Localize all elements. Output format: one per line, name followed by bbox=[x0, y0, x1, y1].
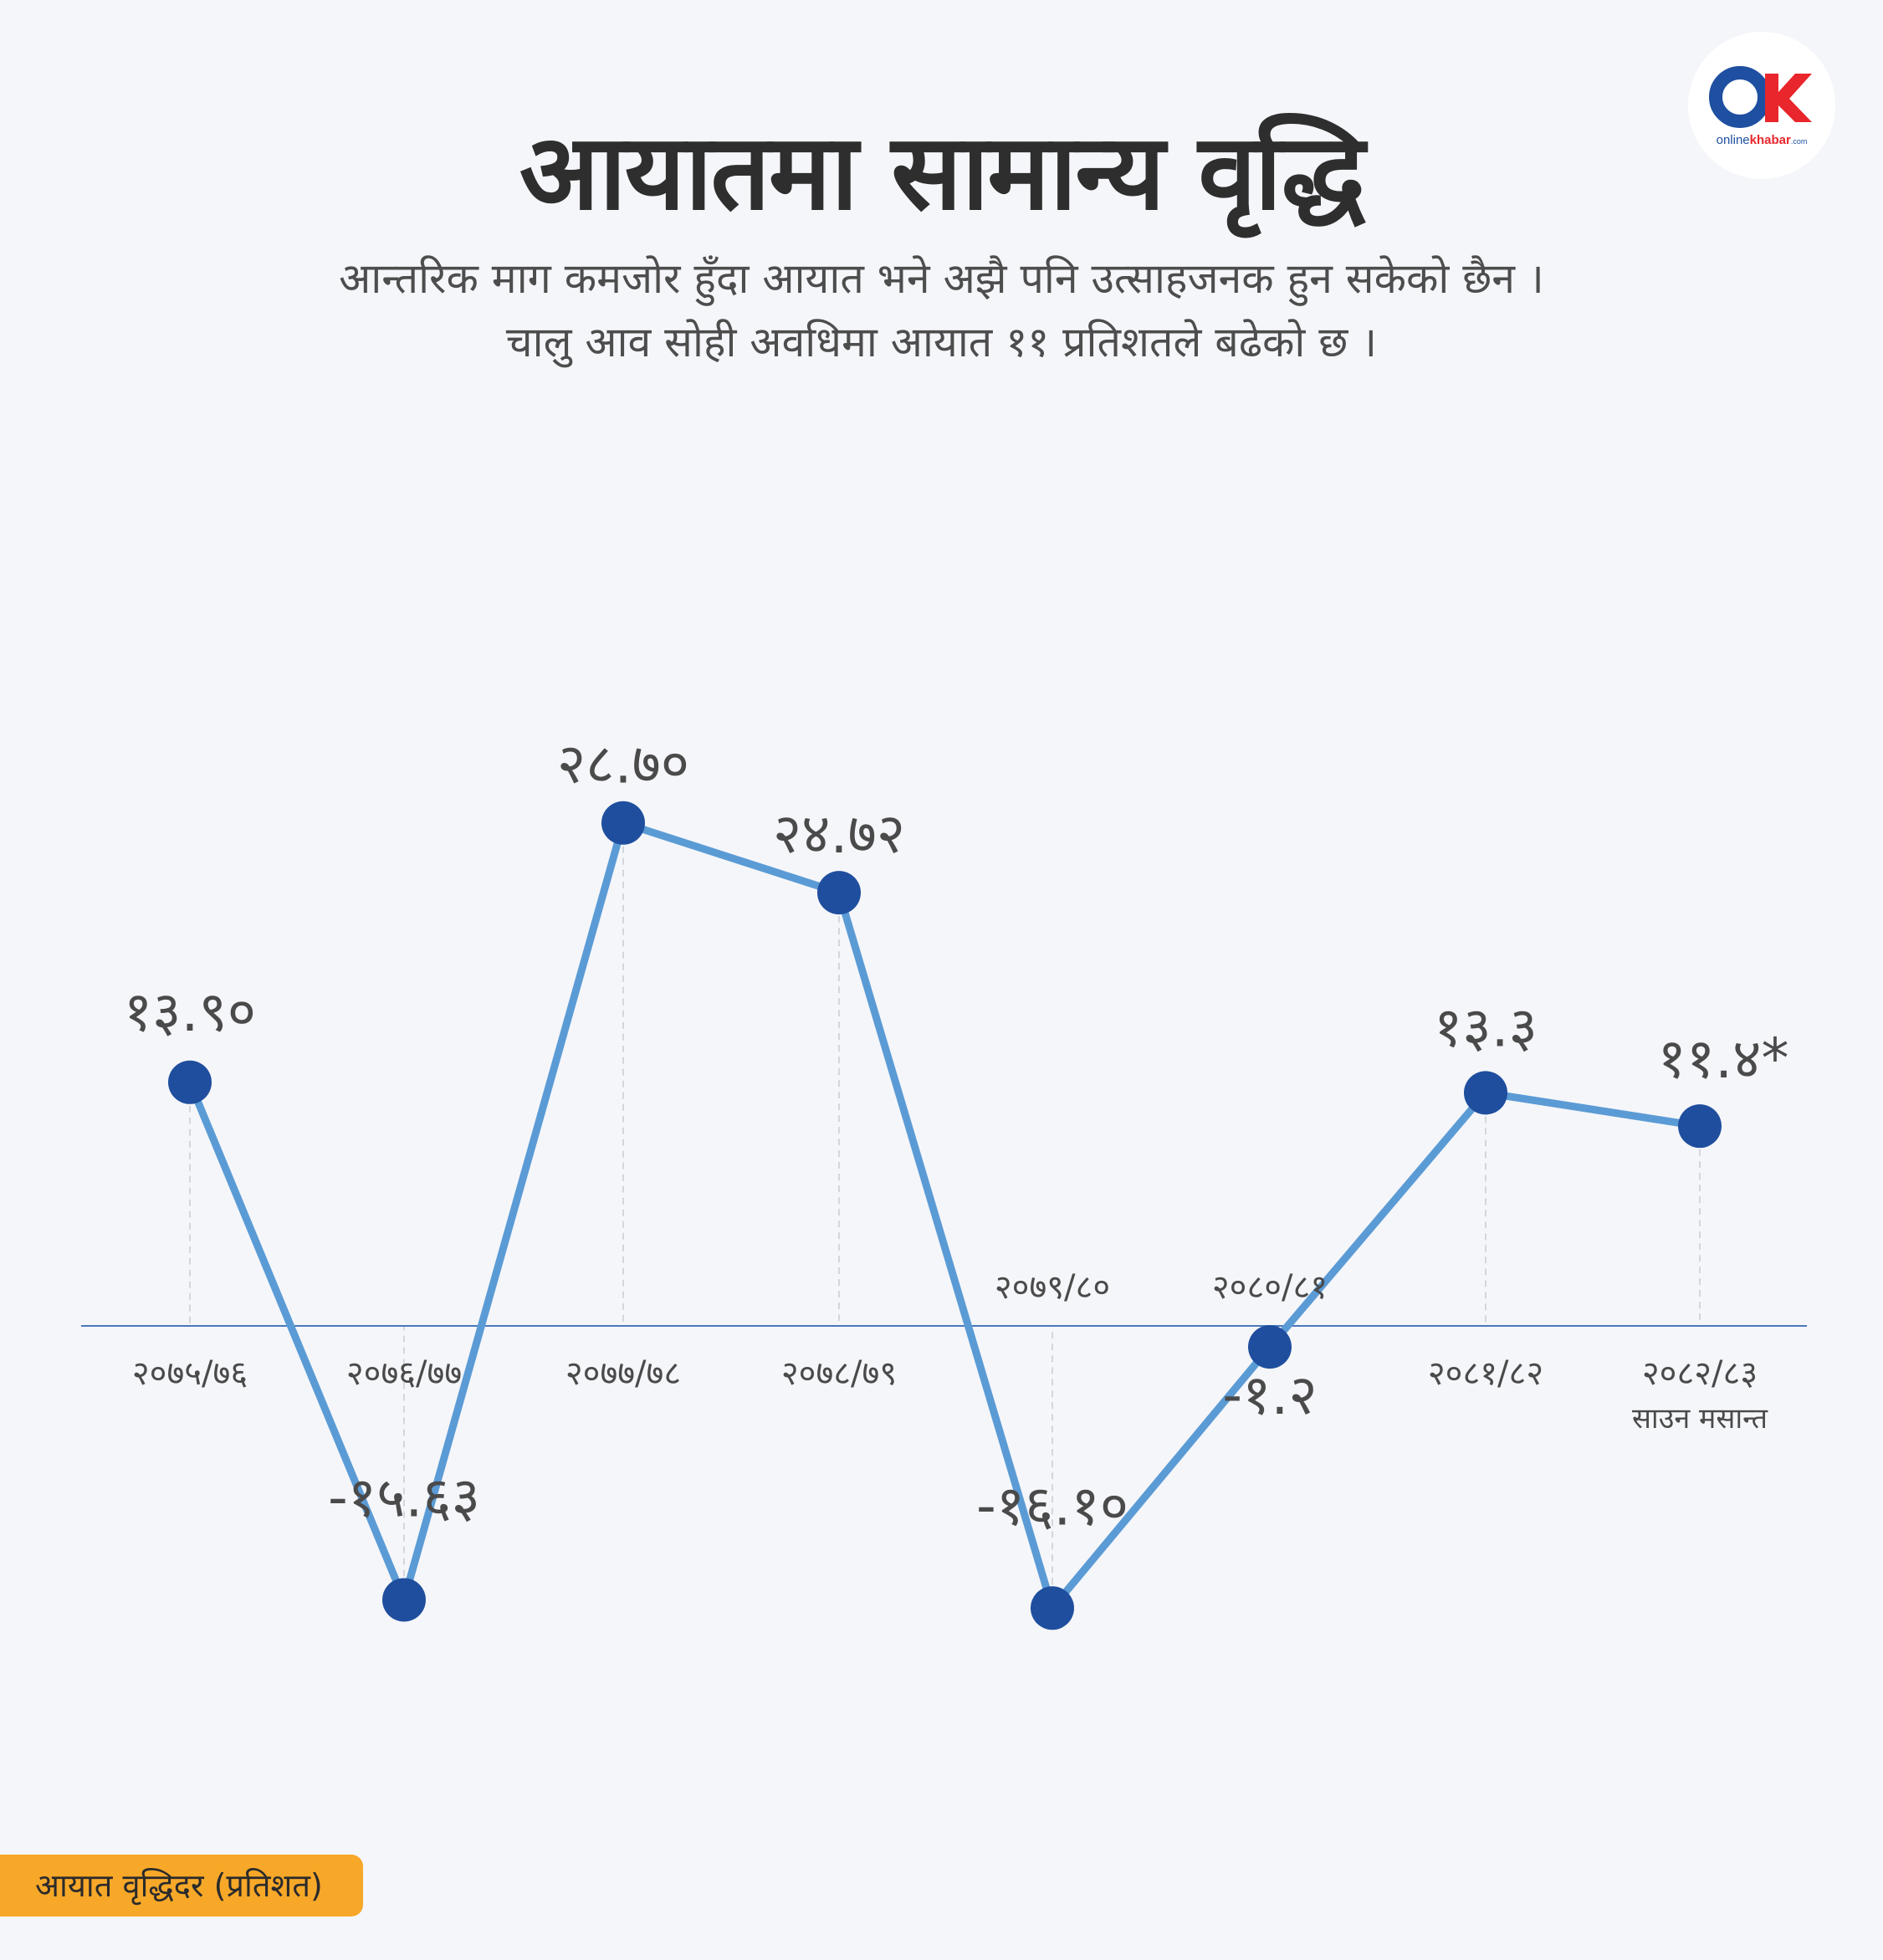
data-point bbox=[168, 1060, 212, 1104]
subtitle-line-1: आन्तरिक माग कमजोर हुँदा आयात भने अझै पनि… bbox=[339, 254, 1544, 303]
value-label: २४.७२ bbox=[773, 801, 905, 866]
value-labels: १३.९० -१५.६३ २८.७० २४.७२ -१६.१० -१.२ १३.३ ११.४* bbox=[124, 732, 1789, 1538]
legend-badge: आयात वृद्धिदर (प्रतिशत) bbox=[0, 1855, 363, 1917]
value-label: ११.४* bbox=[1658, 1026, 1789, 1091]
value-label: २८.७० bbox=[557, 732, 689, 796]
category-label: २०७७/७८ bbox=[565, 1354, 681, 1393]
value-label: १३.९० bbox=[124, 980, 256, 1044]
logo-text-prefix: online bbox=[1717, 133, 1750, 147]
value-label: -१५.६३ bbox=[328, 1465, 480, 1529]
subtitle-line-2: चालु आव सोही अवधिमा आयात ११ प्रतिशतले बढ… bbox=[505, 318, 1378, 366]
legend-label: आयात वृद्धिदर (प्रतिशत) bbox=[35, 1867, 323, 1904]
data-point bbox=[817, 871, 861, 915]
data-point bbox=[1464, 1071, 1507, 1115]
category-label: २०७८/७९ bbox=[781, 1354, 897, 1393]
svg-text:onlinekhabar.com: onlinekhabar.com bbox=[1717, 133, 1808, 147]
category-label: २०८१/८२ bbox=[1428, 1354, 1543, 1393]
chart-title: आयातमा सामान्य वृद्धि bbox=[519, 112, 1365, 233]
category-note: साउन मसान्त bbox=[1632, 1402, 1768, 1435]
category-labels: २०७५/७६ २०७६/७७ २०७७/७८ २०७८/७९ २०७९/८० २०८०/… bbox=[132, 1268, 1768, 1435]
data-point bbox=[1678, 1104, 1722, 1149]
category-label: २०८२/८३ bbox=[1642, 1354, 1758, 1393]
data-markers bbox=[168, 801, 1722, 1630]
value-label: -१६.१० bbox=[976, 1473, 1128, 1538]
category-label: २०८०/८१ bbox=[1212, 1268, 1328, 1307]
category-label: २०७९/८० bbox=[995, 1268, 1110, 1307]
chart-subtitle: आन्तरिक माग कमजोर हुँदा आयात भने अझै पनि… bbox=[0, 247, 1883, 374]
data-point bbox=[1031, 1586, 1074, 1630]
category-label: २०७५/७६ bbox=[132, 1354, 248, 1393]
value-label: -१.२ bbox=[1222, 1363, 1317, 1427]
logo-text-suffix: .com bbox=[1791, 137, 1808, 146]
category-label: २०७६/७७ bbox=[346, 1354, 462, 1393]
data-point bbox=[382, 1578, 426, 1622]
data-point bbox=[1248, 1325, 1292, 1369]
value-label: १३.३ bbox=[1434, 995, 1538, 1059]
logo-text-brand: khabar bbox=[1750, 133, 1791, 147]
onlinekhabar-logo: onlinekhabar.com bbox=[1688, 32, 1835, 179]
series-line bbox=[186, 818, 1701, 1616]
logo-mark-icon: onlinekhabar.com bbox=[1709, 66, 1812, 147]
data-point bbox=[601, 801, 645, 845]
